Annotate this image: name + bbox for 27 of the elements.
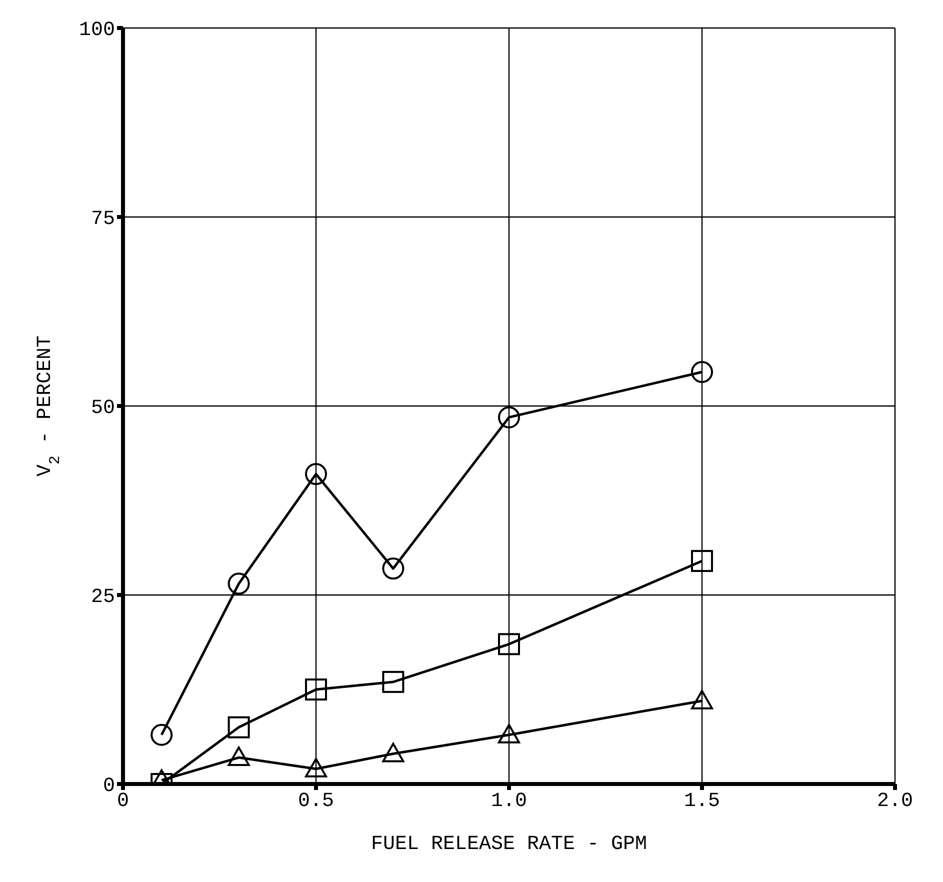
point — [382, 670, 404, 693]
point — [382, 742, 404, 762]
point — [498, 406, 520, 428]
point — [150, 724, 173, 746]
x-tick-label: 0 — [116, 790, 130, 814]
point — [305, 678, 327, 700]
point — [305, 463, 327, 486]
point — [691, 690, 713, 710]
point — [498, 633, 520, 656]
x-axis-title: FUEL RELEASE RATE - GPM — [370, 833, 648, 856]
point — [228, 572, 250, 595]
point — [498, 724, 520, 744]
y-tick-label: 75 — [90, 208, 115, 232]
x-tick-label: 0.5 — [298, 790, 334, 814]
x-tick-label: 2.0 — [876, 790, 914, 814]
y-tick-label: 50 — [90, 397, 115, 420]
point — [691, 550, 713, 572]
point — [228, 716, 250, 738]
y-tick-label: 0 — [102, 775, 115, 798]
x-tick-label: 1.0 — [490, 790, 528, 814]
point — [305, 758, 327, 778]
y-tick-label: 100 — [78, 19, 115, 42]
x-tick-label: 1.5 — [684, 790, 720, 814]
point — [382, 558, 404, 580]
point — [228, 746, 250, 766]
point — [691, 360, 713, 383]
y-tick-label: 25 — [90, 586, 115, 610]
